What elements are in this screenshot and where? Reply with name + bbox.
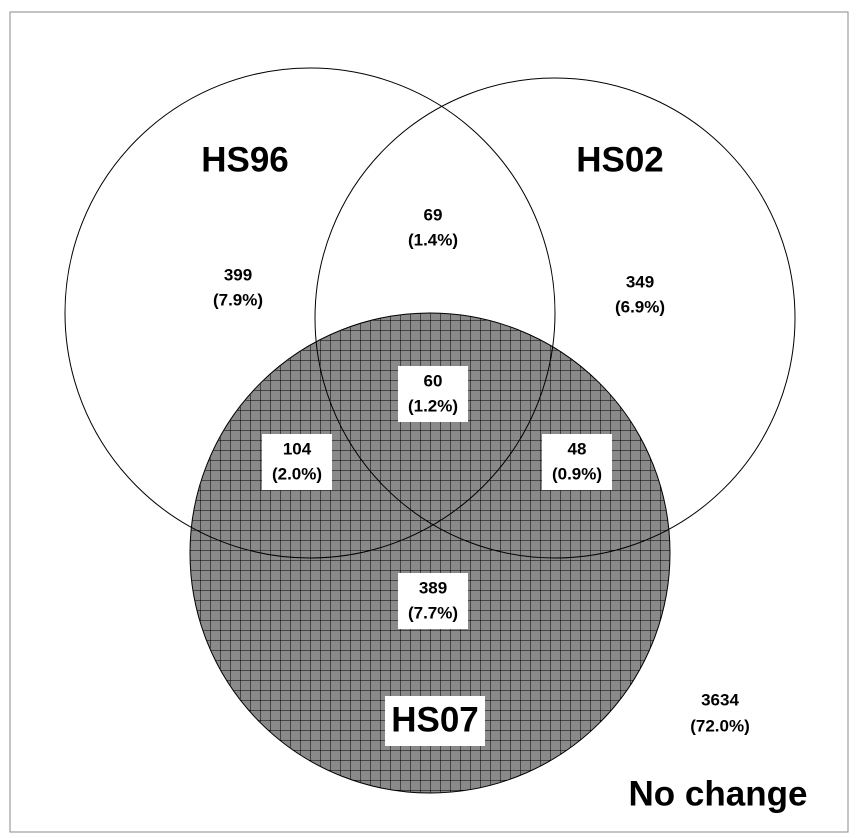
set-label: HS02 [576,140,664,179]
outside-label: No change [629,774,808,813]
label-box [398,366,468,422]
set-circle-hs07 [189,312,671,794]
set-label: HS96 [201,140,289,179]
label-box [542,434,612,490]
region-percent: (0.9%) [552,464,602,483]
region-count: 60 [424,371,443,390]
label-box [262,434,332,490]
region-percent: (7.7%) [408,603,458,622]
label-box [398,573,468,629]
region-count: 48 [568,439,587,458]
region-count: 399 [224,265,252,284]
set-circle-hs02 [314,77,796,559]
region-percent: (72.0%) [690,716,750,735]
region-count: 3634 [701,690,739,709]
region-percent: (2.0%) [272,464,322,483]
region-percent: (1.2%) [408,396,458,415]
region-percent: (1.4%) [408,230,458,249]
set-label: HS07 [391,700,479,739]
region-count: 349 [626,272,654,291]
region-count: 69 [424,205,443,224]
region-count: 389 [419,578,447,597]
region-percent: (6.9%) [615,297,665,316]
set-circle-hs96 [64,67,556,559]
region-count: 104 [283,439,312,458]
region-percent: (7.9%) [213,290,263,309]
label-box [385,696,485,746]
